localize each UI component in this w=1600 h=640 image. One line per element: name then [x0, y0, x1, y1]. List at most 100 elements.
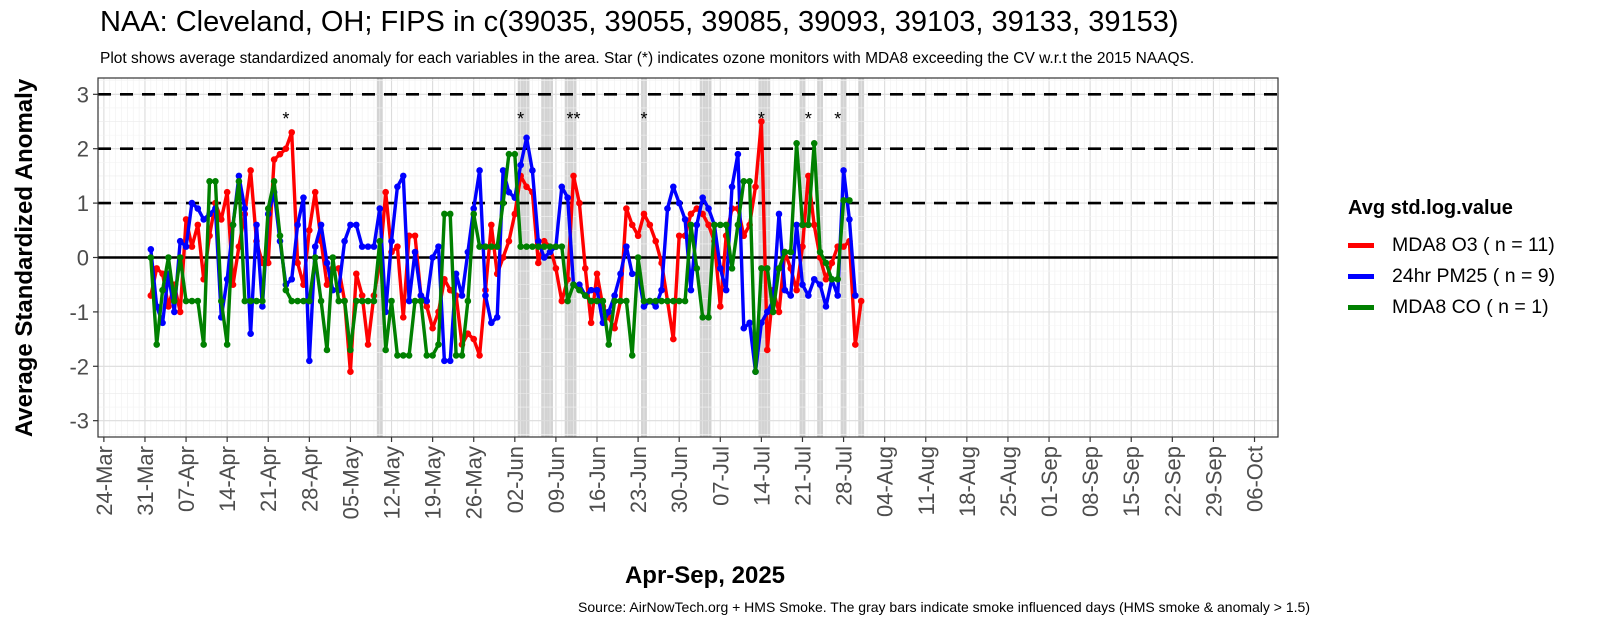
data-point	[558, 243, 566, 250]
data-point	[200, 216, 207, 223]
data-point	[570, 172, 577, 180]
data-point	[540, 237, 548, 245]
data-point	[699, 314, 706, 321]
data-point	[370, 243, 378, 250]
exceedance-star: *	[640, 109, 647, 129]
data-point	[793, 221, 800, 229]
data-point	[617, 270, 624, 278]
data-point	[259, 303, 266, 310]
x-tick-label: 26-May	[462, 446, 487, 519]
data-point	[499, 199, 507, 207]
data-point	[763, 265, 771, 272]
data-point	[587, 297, 595, 305]
y-axis-label: Average Standardized Anomaly	[11, 78, 38, 437]
data-point	[306, 357, 313, 365]
data-point	[435, 243, 442, 250]
data-point	[652, 237, 660, 245]
data-point	[376, 205, 384, 212]
x-tick-label: 16-Jun	[585, 446, 610, 513]
data-point	[529, 243, 536, 250]
data-point	[488, 243, 495, 250]
data-point	[640, 303, 648, 310]
data-point	[247, 330, 254, 337]
data-point	[311, 254, 319, 261]
legend-swatch-o3	[1348, 243, 1374, 248]
data-point	[605, 308, 613, 316]
data-point	[388, 297, 395, 305]
data-point	[634, 254, 642, 261]
data-point	[546, 248, 554, 256]
data-point	[623, 297, 630, 305]
data-point	[693, 265, 701, 272]
data-point	[493, 243, 501, 250]
x-tick-label: 02-Jun	[503, 446, 528, 513]
data-point	[323, 281, 331, 288]
data-point	[323, 346, 331, 354]
data-point	[675, 232, 683, 240]
data-point	[364, 341, 372, 348]
y-tick-label: 0	[77, 246, 89, 271]
exceedance-star: **	[567, 109, 581, 129]
data-point	[394, 183, 401, 191]
data-point	[188, 199, 196, 207]
data-point	[658, 297, 665, 305]
data-point	[353, 297, 360, 305]
data-point	[253, 297, 260, 305]
data-point	[564, 194, 571, 201]
data-point	[534, 237, 542, 245]
data-point	[405, 297, 413, 305]
data-point	[470, 210, 478, 218]
data-point	[464, 297, 472, 305]
x-tick-label: 24-Mar	[92, 446, 117, 516]
data-point	[300, 297, 307, 305]
data-point	[640, 210, 648, 218]
data-point	[540, 243, 548, 250]
data-point	[499, 254, 507, 261]
data-point	[628, 352, 636, 359]
data-point	[429, 324, 436, 332]
data-point	[558, 183, 566, 191]
data-point	[270, 156, 278, 163]
y-tick-label: -3	[69, 409, 89, 434]
data-point	[734, 221, 742, 229]
data-point	[212, 178, 219, 185]
data-point	[294, 221, 301, 229]
y-tick-label: -1	[69, 300, 89, 325]
data-point	[722, 221, 730, 229]
data-point	[664, 297, 671, 305]
data-point	[241, 205, 249, 212]
data-point	[564, 297, 571, 305]
data-point	[599, 297, 607, 305]
data-point	[593, 297, 601, 305]
data-point	[241, 297, 249, 305]
data-point	[288, 129, 296, 136]
data-point	[153, 265, 161, 272]
data-point	[840, 167, 847, 174]
x-tick-label: 07-Jul	[708, 446, 733, 506]
series-line	[149, 119, 863, 374]
legend-label-co: MDA8 CO ( n = 1)	[1392, 296, 1549, 318]
data-point	[288, 275, 296, 283]
data-point	[294, 259, 301, 267]
data-point	[822, 275, 830, 283]
data-point	[441, 357, 448, 365]
data-point	[799, 243, 806, 250]
data-point	[382, 346, 389, 354]
x-tick-label: 31-Mar	[133, 446, 158, 516]
data-point	[646, 297, 654, 305]
exceedance-star: *	[517, 109, 524, 129]
data-point	[675, 297, 683, 305]
data-point	[734, 150, 742, 158]
data-point	[752, 183, 759, 191]
axes: -3 -2 -1 0 1 2 3 24-Mar 31-Mar 07-Apr 14-Apr 21-Apr…	[69, 77, 1279, 519]
data-point	[617, 297, 624, 305]
x-tick-label: 06-Oct	[1243, 446, 1268, 512]
data-point	[423, 303, 431, 310]
data-point	[687, 286, 695, 294]
exceedance-stars: * * ** * * * *	[282, 109, 841, 129]
data-point	[153, 341, 161, 348]
data-point	[482, 243, 489, 250]
exceedance-star: *	[834, 109, 841, 129]
x-tick-label: 23-Jun	[626, 446, 651, 513]
data-point	[840, 197, 847, 204]
